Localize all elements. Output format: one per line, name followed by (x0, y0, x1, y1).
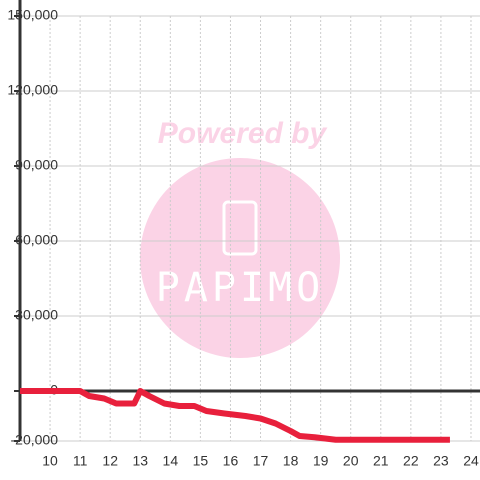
x-tick-label: 11 (73, 453, 88, 469)
watermark-icon (222, 200, 258, 256)
x-tick-label: 15 (193, 453, 209, 469)
watermark-text: Powered by (158, 117, 328, 150)
y-tick-label: -20,000 (11, 432, 59, 448)
x-tick-label: 22 (403, 453, 419, 469)
watermark-circle (140, 158, 340, 358)
x-tick-label: 12 (102, 453, 118, 469)
y-tick-label: 90,000 (15, 157, 58, 173)
x-tick-label: 20 (343, 453, 359, 469)
y-tick-label: 150,000 (7, 7, 58, 23)
x-tick-label: 23 (433, 453, 449, 469)
x-tick-label: 13 (132, 453, 148, 469)
x-tick-label: 14 (163, 453, 179, 469)
y-tick-label: 30,000 (15, 307, 58, 323)
x-tick-label: 10 (42, 453, 58, 469)
x-tick-label: 21 (373, 453, 389, 469)
y-tick-label: 60,000 (15, 232, 58, 248)
x-tick-label: 16 (223, 453, 239, 469)
x-tick-label: 17 (253, 453, 269, 469)
y-tick-label: 120,000 (7, 82, 58, 98)
x-tick-label: 24 (463, 453, 479, 469)
x-tick-label: 19 (313, 453, 329, 469)
series-line (20, 388, 450, 443)
watermark-logo: PAPIMO (156, 265, 325, 311)
x-tick-label: 18 (283, 453, 299, 469)
